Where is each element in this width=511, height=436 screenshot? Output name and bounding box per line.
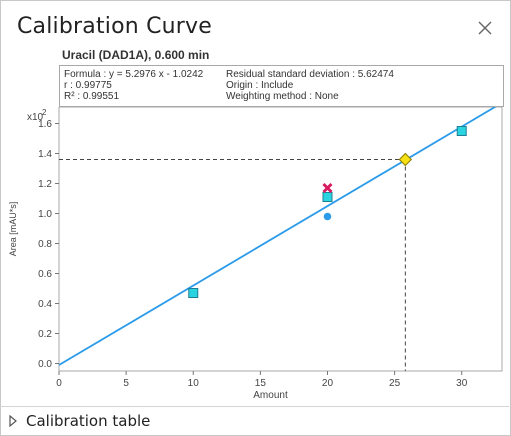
calibration-fit-line bbox=[58, 102, 503, 366]
calibration-point bbox=[456, 126, 467, 136]
y-multiplier-exponent: 2 bbox=[42, 108, 47, 117]
y-axis-label: Area [mAU*s] bbox=[8, 202, 18, 257]
y-tick-label: 0.6 bbox=[38, 269, 52, 280]
calibration-point bbox=[188, 288, 199, 298]
x-tick-label: 10 bbox=[188, 378, 200, 389]
chart-svg: 0.0 0.2 0.4 0.6 0.8 1.0 1.2 1.4 1.6 0 5 10 15 20 25 30 x… bbox=[8, 102, 503, 401]
outlier-stroke bbox=[322, 182, 333, 194]
r-text: r : 0.99775 bbox=[64, 80, 112, 91]
x-tick-label: 5 bbox=[123, 378, 129, 389]
plot-area bbox=[58, 106, 503, 372]
footer-bar: Calibration table bbox=[0, 406, 509, 435]
calibration-info-box: Formula : y = 5.2976 x - 1.0242 r : 0.99… bbox=[59, 65, 504, 107]
compound-label: Uracil (DAD1A), 0.600 min bbox=[62, 48, 210, 62]
y-tick-label: 1.0 bbox=[38, 209, 52, 220]
y-multiplier-label: x10 bbox=[27, 112, 44, 123]
current-sample-point bbox=[398, 152, 413, 167]
calibration-point bbox=[322, 192, 333, 202]
y-tick-label: 0.0 bbox=[38, 359, 52, 370]
excluded-point bbox=[323, 212, 332, 221]
calibration-table-label: Calibration table bbox=[26, 412, 151, 430]
x-tick-label: 30 bbox=[456, 378, 468, 389]
y-tick-label: 0.4 bbox=[38, 299, 52, 310]
y-tick-label: 1.6 bbox=[38, 119, 52, 130]
y-tick-label: 1.4 bbox=[38, 149, 52, 160]
x-tick-label: 0 bbox=[56, 378, 62, 389]
x-tick-label: 15 bbox=[255, 378, 267, 389]
y-tick-label: 0.2 bbox=[38, 329, 52, 340]
outlier-point bbox=[322, 182, 333, 194]
y-tick-label: 0.8 bbox=[38, 239, 52, 250]
x-axis-label: Amount bbox=[253, 390, 288, 401]
r-squared-text: R² : 0.99551 bbox=[64, 91, 120, 102]
y-tick-label: 1.2 bbox=[38, 179, 52, 190]
calibration-table-expander[interactable]: Calibration table bbox=[6, 412, 150, 430]
close-icon[interactable] bbox=[474, 17, 496, 39]
calibration-chart[interactable]: 0.0 0.2 0.4 0.6 0.8 1.0 1.2 1.4 1.6 0 5 10 15 20 25 30 x… bbox=[1, 102, 511, 407]
triangle-right-icon bbox=[6, 414, 20, 428]
window-title: Calibration Curve bbox=[17, 14, 212, 39]
origin-text: Origin : Include bbox=[226, 80, 294, 91]
x-tick-label: 20 bbox=[322, 378, 334, 389]
x-tick-label: 25 bbox=[389, 378, 401, 389]
formula-text: Formula : y = 5.2976 x - 1.0242 bbox=[64, 69, 204, 80]
weighting-text: Weighting method : None bbox=[226, 91, 339, 102]
residual-text: Residual standard deviation : 5.62474 bbox=[226, 69, 394, 80]
